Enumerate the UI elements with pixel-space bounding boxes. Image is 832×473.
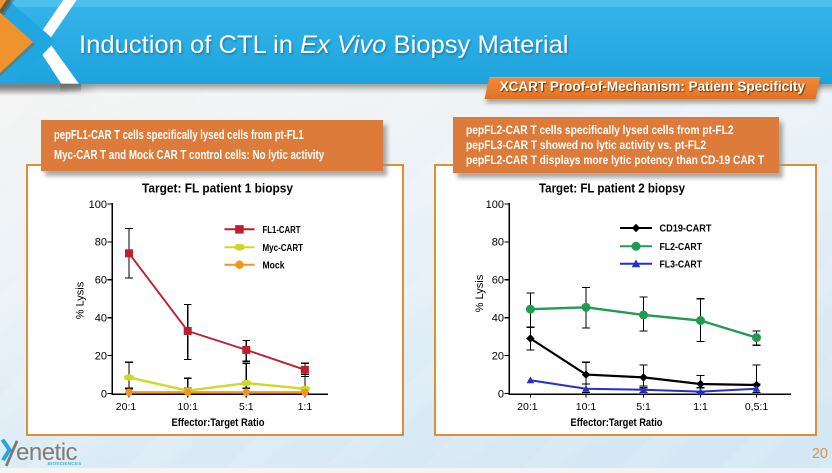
svg-text:20: 20 [95,350,107,362]
svg-text:0: 0 [498,388,504,400]
svg-text:Myc-CART: Myc-CART [263,242,304,254]
svg-text:20:1: 20:1 [517,401,538,413]
svg-text:Effector:Target Ratio: Effector:Target Ratio [571,417,663,429]
svg-text:FL2-CART: FL2-CART [660,241,703,253]
svg-text:100: 100 [486,199,504,211]
svg-text:5:1: 5:1 [239,401,254,413]
svg-text:Target: FL patient 1 biopsy: Target: FL patient 1 biopsy [142,181,294,196]
svg-text:20:1: 20:1 [116,401,137,413]
svg-text:40: 40 [95,313,107,325]
svg-text:100: 100 [89,199,107,211]
svg-text:Effector:Target Ratio: Effector:Target Ratio [172,417,265,429]
svg-text:1:1: 1:1 [693,401,708,413]
svg-text:Target: FL patient 2 biopsy: Target: FL patient 2 biopsy [539,181,686,196]
svg-text:60: 60 [492,275,504,287]
svg-text:80: 80 [95,237,107,249]
svg-text:Mock: Mock [263,259,285,271]
svg-text:10:1: 10:1 [576,401,597,413]
svg-text:5:1: 5:1 [636,401,651,413]
svg-text:FL1-CART: FL1-CART [263,224,301,236]
svg-text:% Lysis: % Lysis [75,281,87,319]
svg-text:80: 80 [492,237,504,249]
svg-text:0,5:1: 0,5:1 [745,401,769,413]
svg-text:20: 20 [492,350,504,362]
svg-text:40: 40 [492,313,504,325]
svg-text:CD19-CART: CD19-CART [660,223,713,235]
svg-text:60: 60 [95,275,107,287]
svg-text:FL3-CART: FL3-CART [660,258,703,270]
svg-text:0: 0 [101,388,107,400]
svg-text:10:1: 10:1 [177,401,198,413]
svg-text:% Lysis: % Lysis [474,274,486,312]
svg-text:1:1: 1:1 [298,401,313,413]
